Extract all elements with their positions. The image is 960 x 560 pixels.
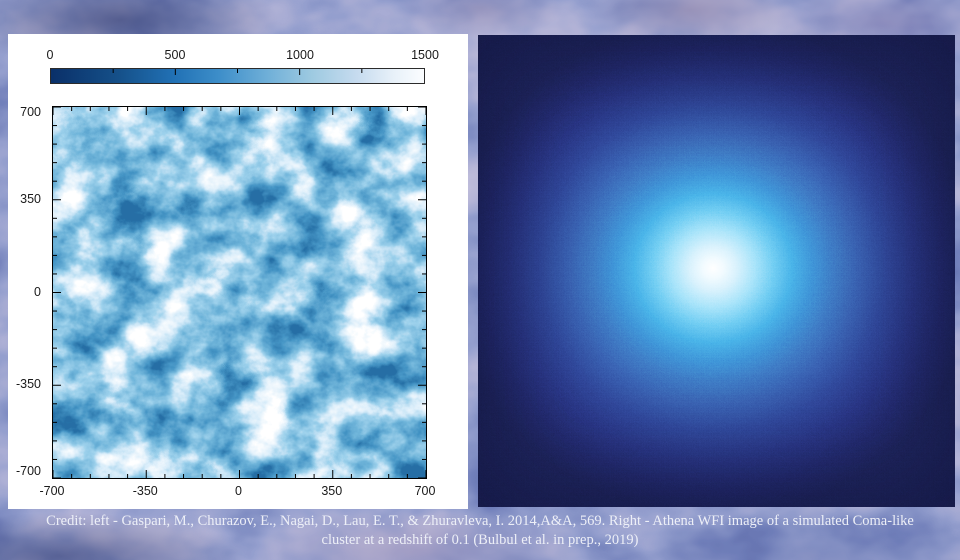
y-axis-tick-label: 0: [34, 284, 41, 299]
caption: Credit: left - Gaspari, M., Churazov, E.…: [0, 512, 960, 550]
colorbar: [50, 68, 425, 84]
caption-line-1: Credit: left - Gaspari, M., Churazov, E.…: [46, 513, 914, 529]
colorbar-tick-label: 1000: [286, 48, 314, 62]
x-axis-tick-label: 700: [414, 484, 436, 498]
x-axis-tick-label: 350: [321, 484, 343, 498]
turbulence-field-image: [53, 107, 426, 478]
colorbar-ticks: [112, 69, 363, 75]
x-axis-tick-labels: -700 -350 0 350 700: [39, 484, 435, 500]
caption-line-2: cluster at a redshift of 0.1 (Bulbul et …: [321, 532, 639, 548]
y-axis-tick-label: -350: [15, 377, 41, 392]
turbulence-heatmap: [52, 106, 427, 479]
colorbar-tick-label: 1500: [411, 48, 439, 62]
x-axis-tick-label: -700: [39, 484, 65, 498]
y-axis-tick-labels: 700 350 0 -350 -700: [8, 104, 48, 479]
axis-tick-marks: [53, 107, 426, 478]
colorbar-tick-label: 0: [46, 48, 54, 62]
colorbar-tick-label: 500: [164, 48, 186, 62]
photon-noise-overlay: [478, 35, 955, 507]
right-figure-panel: [478, 35, 955, 507]
x-axis-tick-label: 0: [235, 484, 242, 498]
y-axis-tick-label: -700: [15, 464, 41, 479]
colorbar-tick-labels: 0 500 1000 1500: [46, 48, 439, 64]
left-figure-panel: 0 500 1000 1500: [8, 34, 468, 509]
panel-vignette: [478, 35, 955, 507]
y-axis-tick-label: 350: [20, 191, 41, 206]
y-axis-tick-label: 700: [20, 104, 41, 119]
x-axis-tick-label: -350: [132, 484, 158, 498]
